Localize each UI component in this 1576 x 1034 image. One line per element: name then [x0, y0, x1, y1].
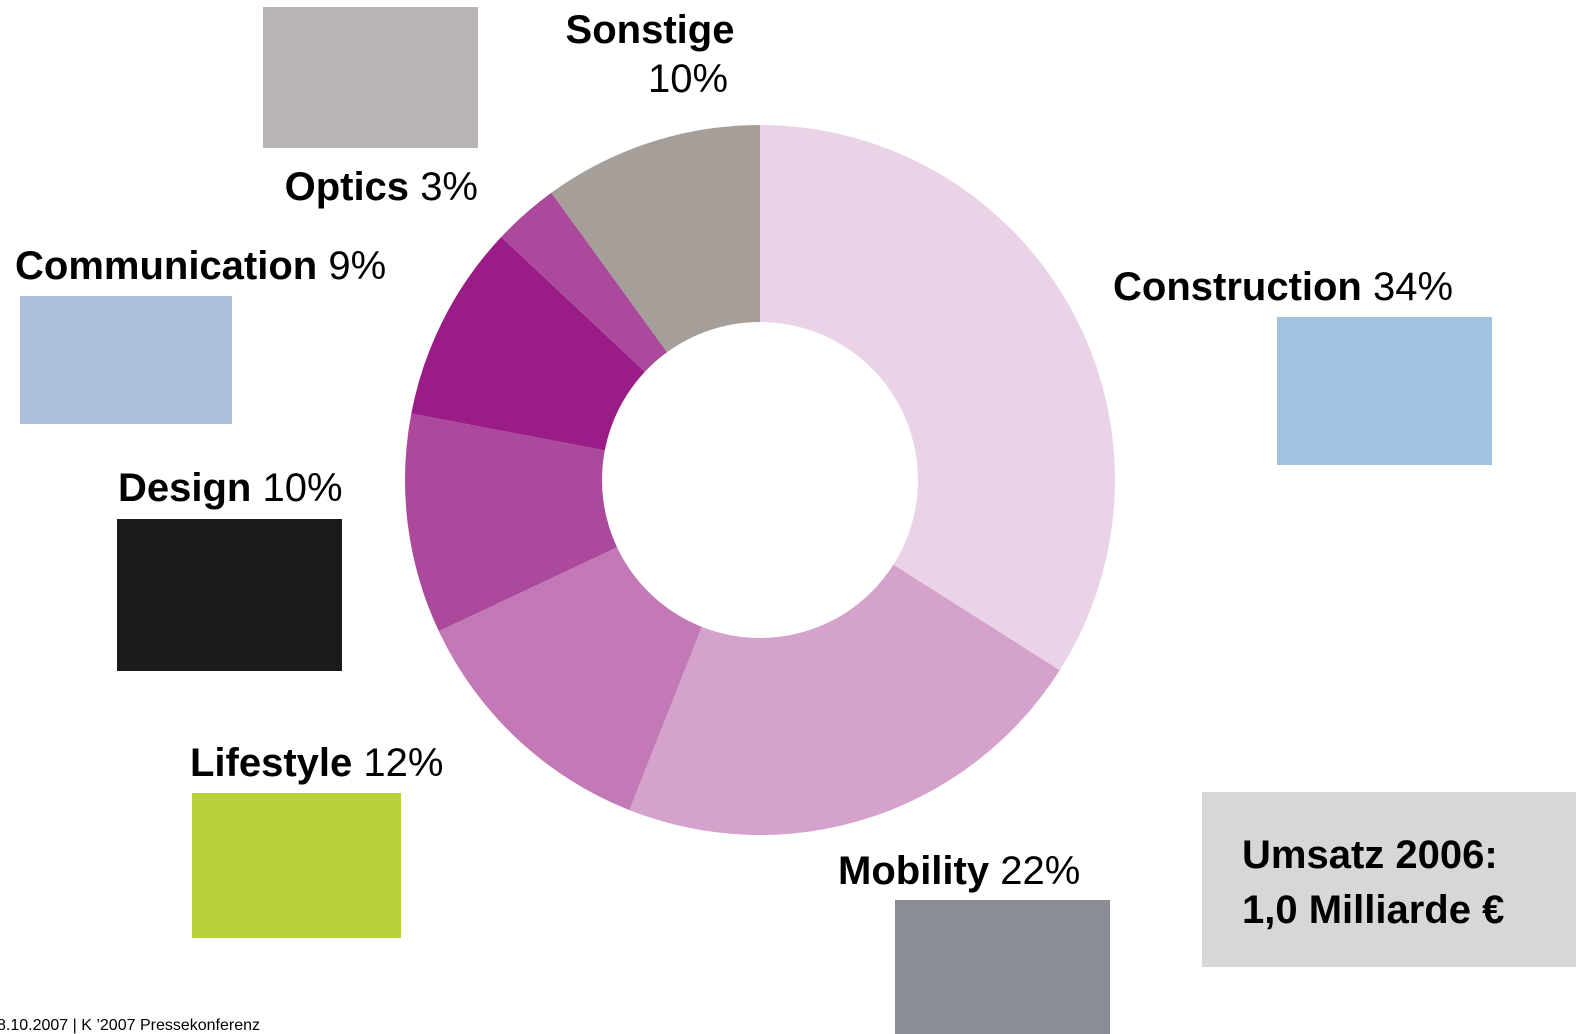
category-label: Lifestyle	[190, 741, 352, 785]
value-label: 10%	[648, 57, 728, 101]
category-label: Communication	[15, 244, 317, 288]
annotation-line: Umsatz 2006:	[1242, 833, 1498, 877]
value-label: 34%	[1373, 265, 1453, 309]
value-label: 3%	[420, 165, 478, 209]
slice-label: Lifestyle 12%	[190, 741, 443, 785]
slice-label: Construction 34%	[1113, 265, 1453, 309]
annotation-box	[1202, 792, 1576, 967]
value-label: 12%	[363, 741, 443, 785]
slice-label: Communication 9%	[15, 244, 386, 288]
slice-label: Mobility 22%	[838, 849, 1080, 893]
category-label: Mobility	[838, 849, 990, 893]
donut-slice	[760, 125, 1115, 670]
photo	[895, 900, 1110, 1034]
slice-label: Optics 3%	[285, 165, 478, 209]
slice-label: Design 10%	[118, 466, 343, 510]
photo	[20, 296, 232, 424]
value-label: 22%	[1000, 849, 1080, 893]
photo	[263, 7, 478, 148]
category-label: Sonstige	[566, 8, 735, 52]
chart: Umsatz 2006: 1,0 Milliarde € 8.10.2007 |…	[0, 0, 1576, 1034]
category-label: Design	[118, 466, 251, 510]
value-label: 10%	[262, 466, 342, 510]
annotation-line: 1,0 Milliarde €	[1242, 888, 1504, 932]
category-label: Construction	[1113, 265, 1362, 309]
photo	[1277, 317, 1492, 465]
value-label: 9%	[328, 244, 386, 288]
donut	[405, 125, 1115, 835]
footer: 8.10.2007 | K ’2007 Pressekonferenz	[0, 1017, 260, 1034]
photo	[117, 519, 342, 671]
photo	[192, 793, 401, 938]
category-label: Optics	[285, 165, 409, 209]
